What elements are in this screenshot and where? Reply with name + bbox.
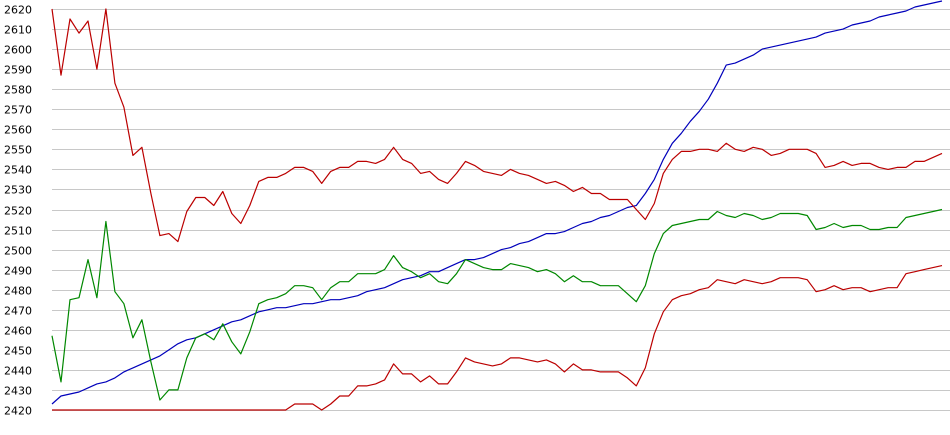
y-tick-label: 2560: [4, 124, 32, 137]
y-axis-ticks: 2620 2610 2600 2590 2580 2570 2560 2550 2540 2530…: [4, 4, 32, 418]
y-tick-label: 2480: [4, 285, 32, 298]
y-tick-label: 2470: [4, 305, 32, 318]
y-tick-label: 2550: [4, 144, 32, 157]
y-tick-label: 2610: [4, 24, 32, 37]
y-tick-label: 2420: [4, 405, 32, 418]
y-tick-label: 2540: [4, 164, 32, 177]
y-tick-label: 2440: [4, 365, 32, 378]
y-tick-label: 2530: [4, 184, 32, 197]
y-tick-label: 2570: [4, 104, 32, 117]
y-tick-label: 2510: [4, 225, 32, 238]
y-tick-label: 2430: [4, 385, 32, 398]
y-tick-label: 2500: [4, 245, 32, 258]
y-tick-label: 2460: [4, 325, 32, 338]
y-tick-label: 2620: [4, 4, 32, 17]
y-tick-label: 2490: [4, 265, 32, 278]
y-tick-label: 2450: [4, 345, 32, 358]
y-tick-label: 2580: [4, 84, 32, 97]
y-tick-label: 2520: [4, 205, 32, 218]
series-lines: [51, 0, 943, 411]
series-line-0: [51, 0, 943, 405]
y-tick-label: 2590: [4, 64, 32, 77]
gridlines: [52, 9, 950, 411]
series-line-2: [51, 208, 943, 401]
y-tick-label: 2600: [4, 44, 32, 57]
series-line-1: [51, 8, 943, 243]
series-line-3: [52, 265, 943, 411]
